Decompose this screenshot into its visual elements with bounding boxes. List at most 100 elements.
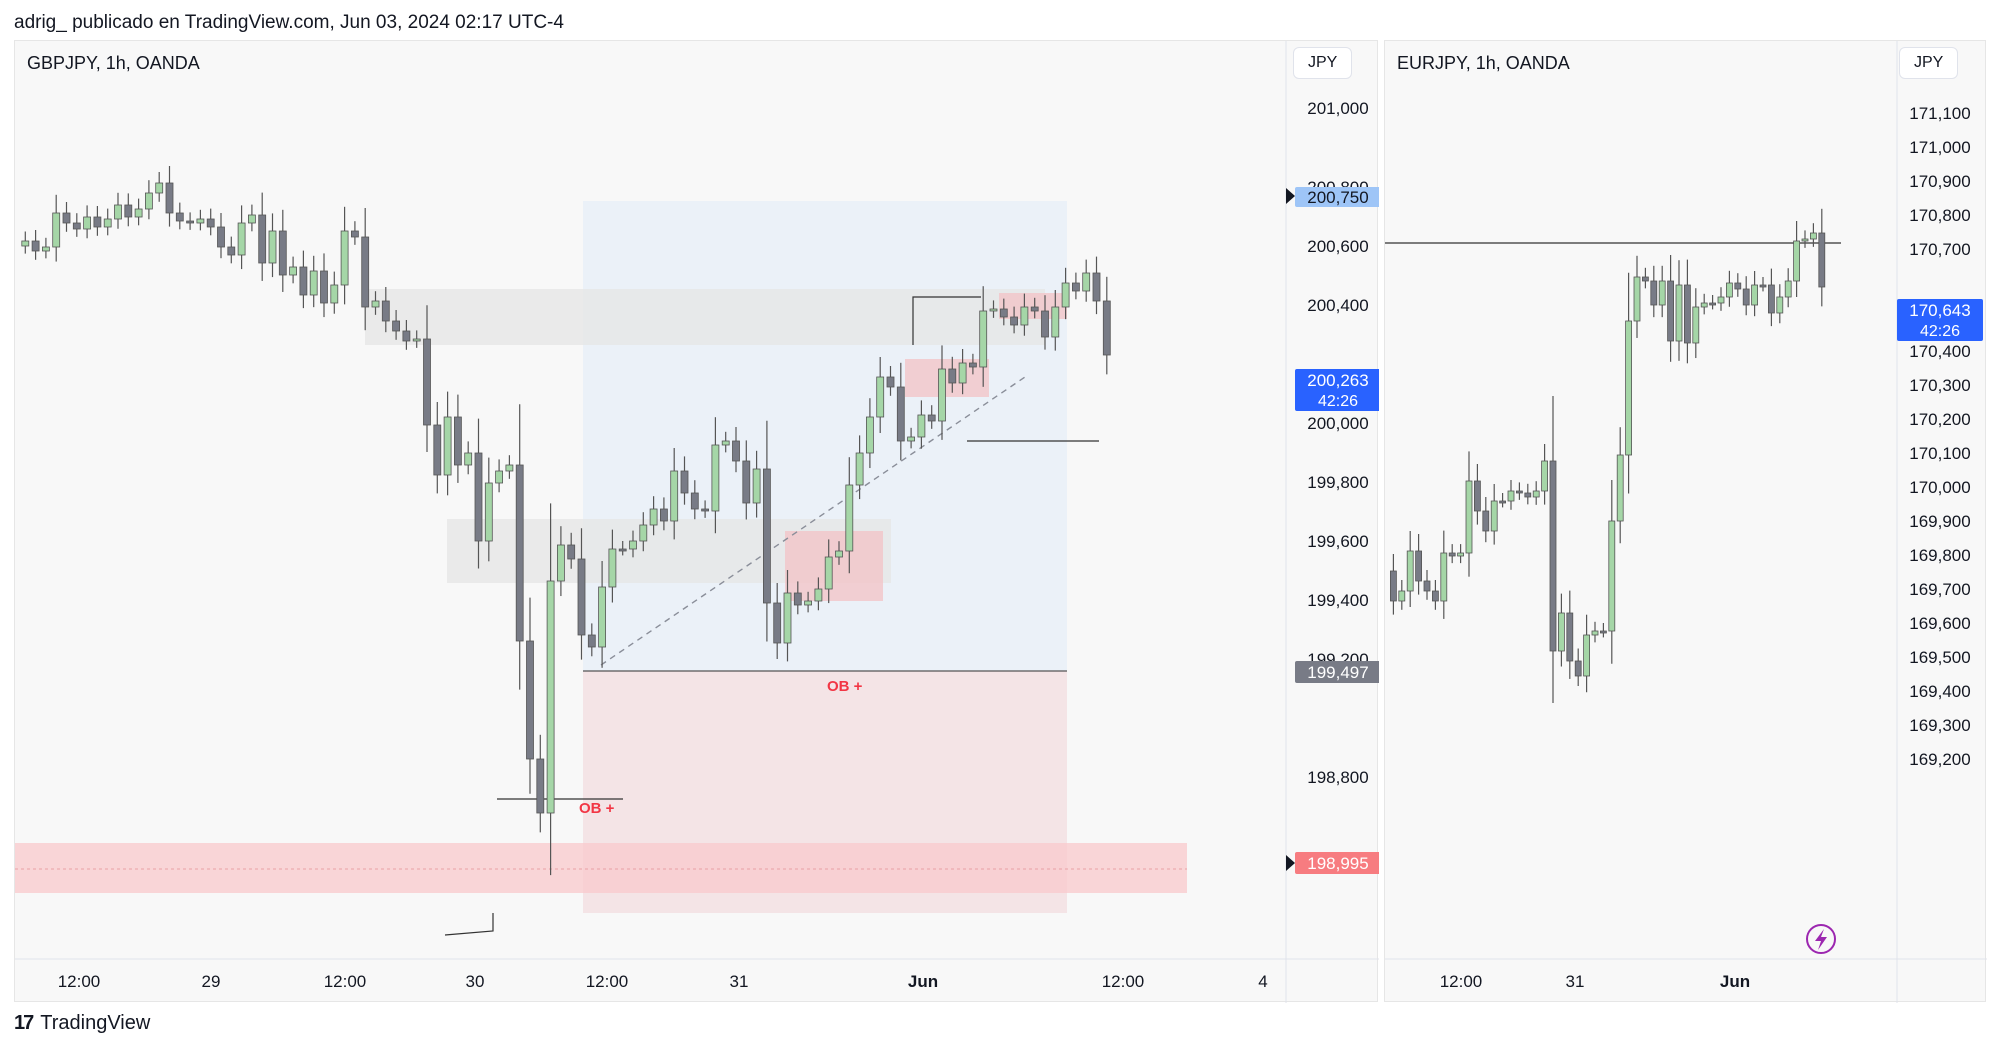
price-tick-label: 200,400 — [1307, 296, 1368, 315]
candle-body — [690, 492, 699, 510]
time-tick-label: Jun — [908, 972, 938, 991]
eurjpy-chart-title: EURJPY, 1h, OANDA — [1397, 53, 1570, 73]
candle-body — [1532, 490, 1540, 498]
candle-body — [515, 464, 524, 642]
trendline[interactable] — [600, 376, 1026, 666]
left-currency-label[interactable]: JPY — [1293, 47, 1353, 79]
price-tick-label: 169,300 — [1909, 716, 1970, 735]
price-tick-label: 170,200 — [1909, 410, 1970, 429]
candle-body — [1692, 306, 1700, 344]
alert-price-tag — [1295, 187, 1379, 207]
candle-body — [958, 362, 967, 384]
candle-body — [21, 240, 30, 247]
candle-body — [526, 640, 534, 760]
candle-body — [237, 222, 246, 256]
candle-body — [484, 482, 493, 542]
candle-body — [814, 588, 823, 602]
price-tick-label: 170,700 — [1909, 240, 1970, 259]
candle-body — [680, 470, 689, 494]
candle-body — [917, 414, 926, 438]
candle-body — [1398, 590, 1406, 602]
level-red-arrow-icon — [1286, 855, 1295, 871]
candle-body — [392, 320, 401, 332]
candle-body — [247, 214, 256, 224]
candle-body — [1061, 282, 1070, 308]
candle-body — [371, 300, 380, 308]
candle-body — [1616, 454, 1624, 522]
candle-body — [979, 310, 988, 368]
candle-body — [660, 508, 668, 522]
right-currency-label[interactable]: JPY — [1899, 47, 1959, 79]
candle-body — [1734, 282, 1742, 290]
candle-body — [443, 416, 452, 476]
candle-body — [103, 218, 112, 228]
candle-body — [1432, 590, 1439, 602]
level-grey-tag — [1295, 661, 1379, 683]
candle-body — [886, 376, 895, 388]
right-price-axis[interactable]: 171,100171,000170,900170,800170,700170,5… — [1909, 104, 1970, 769]
gbpjpy-chart-canvas[interactable]: OB + OB + 201,000200,800200,600200,40020… — [15, 41, 1379, 1003]
candle-body — [155, 182, 164, 194]
candle-body — [1809, 232, 1817, 240]
candle-body — [1465, 480, 1473, 554]
lightning-icon[interactable] — [1806, 924, 1836, 954]
candle-body — [1541, 460, 1549, 492]
candle-body — [876, 376, 885, 418]
candle-body — [1675, 284, 1683, 342]
price-tick-label: 170,000 — [1909, 478, 1970, 497]
time-tick-label: 12:00 — [58, 972, 101, 991]
candle-body — [948, 368, 957, 384]
time-tick-label: 4 — [1258, 972, 1267, 991]
time-tick-label: 12:00 — [1102, 972, 1145, 991]
candle-body — [52, 212, 61, 248]
candle-body — [1608, 520, 1616, 632]
price-tick-label: 200,600 — [1307, 237, 1368, 256]
candle-body — [227, 246, 236, 256]
candle-body — [649, 508, 658, 526]
candle-body — [536, 758, 545, 814]
left-time-axis[interactable]: 12:00 29 12:00 30 12:00 31 Jun 12:00 4 — [58, 972, 1268, 991]
candle-body — [72, 222, 81, 230]
price-tick-label: 199,400 — [1307, 591, 1368, 610]
candle-body — [31, 240, 40, 252]
eurjpy-chart-canvas[interactable]: 171,100171,000170,900170,800170,700170,5… — [1385, 41, 1987, 1003]
upper-grey-zone — [365, 289, 1045, 345]
candle-body — [1041, 310, 1049, 338]
candle-body — [433, 424, 442, 476]
candle-body — [1507, 490, 1515, 502]
time-tick-label: 12:00 — [324, 972, 367, 991]
price-tick-label: 170,100 — [1909, 444, 1970, 463]
ob-upper-label: OB + — [827, 678, 863, 695]
level-grey-text: 199,497 — [1307, 663, 1368, 682]
candle-body — [1072, 282, 1080, 292]
candle-body — [1641, 276, 1649, 282]
candle-body — [1717, 296, 1725, 304]
right-time-axis[interactable]: 12:00 31 Jun — [1440, 972, 1750, 991]
alert-price-text: 200,750 — [1307, 188, 1368, 207]
candle-body — [453, 416, 462, 466]
candle-body — [1751, 284, 1759, 306]
left-price-axis[interactable]: 201,000200,800200,600200,400200,000199,8… — [1307, 99, 1368, 787]
eurjpy-chart-panel[interactable]: EURJPY, 1h, OANDA JPY 171,100 171,000 170,… — [1384, 40, 1987, 1003]
footer-brand[interactable]: 17 TradingView — [14, 1012, 150, 1035]
candle-body — [1423, 580, 1431, 592]
candle-body — [824, 556, 833, 590]
candle-body — [587, 634, 596, 648]
candle-body — [567, 544, 576, 560]
candle-body — [1801, 238, 1809, 242]
level-red-tag — [1295, 852, 1379, 874]
candle-body — [83, 216, 91, 230]
price-tick-label: 169,700 — [1909, 580, 1970, 599]
candle-body — [258, 214, 267, 264]
candle-body — [196, 218, 205, 224]
last-price-tag — [1295, 369, 1379, 411]
candle-body — [639, 524, 648, 542]
gbpjpy-chart-panel[interactable]: GBPJPY, 1h, OANDA JPY OB + OB + 201,000 2… — [14, 40, 1379, 1003]
candle-body — [505, 464, 514, 472]
candle-body — [124, 204, 133, 218]
price-tick-label: 170,900 — [1909, 172, 1970, 191]
price-tick-label: 170,800 — [1909, 206, 1970, 225]
candle-body — [93, 216, 102, 228]
price-tick-label: 198,800 — [1307, 768, 1368, 787]
candle-body — [1010, 316, 1018, 326]
